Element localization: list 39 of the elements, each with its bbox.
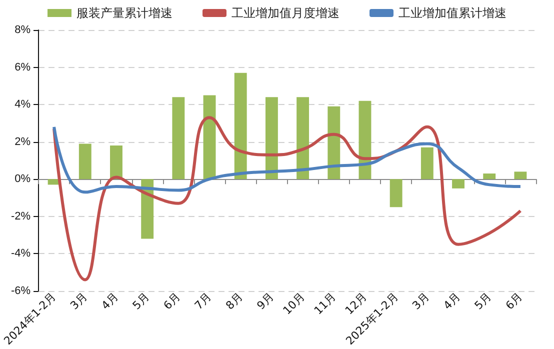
bar	[420, 147, 434, 180]
x-tick-label: 4月	[440, 290, 463, 312]
line-series	[52, 116, 522, 282]
x-tick-label: 5月	[472, 290, 494, 312]
y-tick-label: 2%	[14, 136, 31, 148]
bar	[296, 97, 310, 180]
x-tick-label: 7月	[192, 290, 214, 312]
bar	[203, 95, 216, 180]
x-tick-label: 6月	[503, 290, 526, 312]
legend-label: 工业增加值累计增速	[398, 6, 506, 20]
x-tick-label: 3月	[410, 290, 432, 312]
y-tick-label: 4%	[14, 98, 31, 111]
x-tick-label: 5月	[130, 290, 152, 312]
bar	[514, 172, 527, 180]
x-tick-label: 11月	[312, 290, 338, 318]
bar	[110, 146, 122, 180]
bar	[390, 179, 402, 208]
bar	[483, 174, 496, 180]
legend-label: 服装产量累计增速	[76, 6, 172, 20]
y-tick-label: -4%	[10, 248, 31, 260]
bar	[172, 97, 185, 180]
bar	[452, 179, 464, 188]
y-tick-label: -6%	[10, 284, 31, 297]
line-series	[52, 125, 522, 194]
y-tick-label: 6%	[14, 61, 31, 74]
x-tick-label: 6月	[161, 290, 184, 312]
legend-label: 工业增加值月度增速	[232, 6, 340, 20]
y-tick-label: 8%	[14, 24, 31, 36]
bar	[78, 144, 92, 180]
x-tick-label: 3月	[68, 290, 90, 312]
bar	[265, 97, 278, 180]
x-tick-label: 9月	[254, 290, 276, 312]
x-tick-label: 4月	[98, 290, 121, 312]
x-tick-label: 8月	[223, 290, 246, 312]
bar	[328, 106, 340, 180]
y-tick-label: 0%	[14, 173, 31, 186]
bar	[234, 72, 247, 180]
y-tick-label: -2%	[10, 210, 31, 222]
x-tick-label: 10月	[280, 290, 308, 318]
